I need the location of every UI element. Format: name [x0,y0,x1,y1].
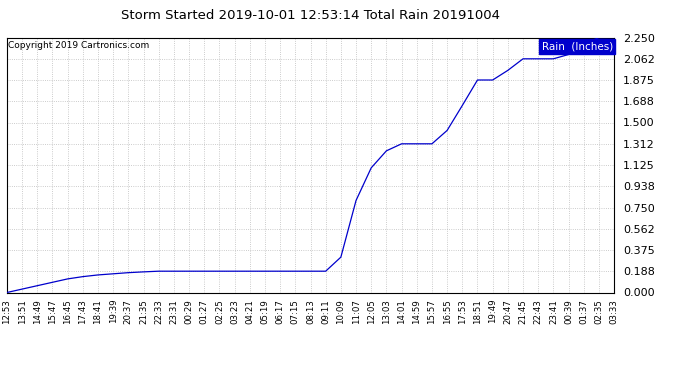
Text: Storm Started 2019-10-01 12:53:14 Total Rain 20191004: Storm Started 2019-10-01 12:53:14 Total … [121,9,500,22]
Text: Rain  (Inches): Rain (Inches) [542,41,613,51]
Text: Copyright 2019 Cartronics.com: Copyright 2019 Cartronics.com [8,41,149,50]
